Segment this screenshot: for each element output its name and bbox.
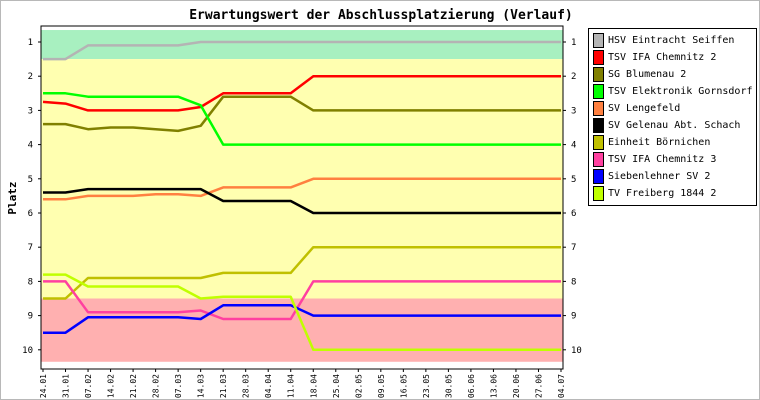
x-tick-label: 31.01 [62,374,71,398]
legend-swatch [593,169,604,184]
legend-item-3: SG Blumenau 2 [589,66,756,83]
y-tick-label-left: 4 [28,141,33,151]
chart-title: Erwartungswert der Abschlussplatzierung … [189,8,573,23]
legend: HSV Eintracht Seiffen TSV IFA Chemnitz 2 S… [588,28,757,206]
legend-swatch [593,84,604,99]
y-tick-label-right: 7 [571,243,576,253]
legend-item-6: SV Gelenau Abt. Schach [589,117,756,134]
x-tick-label: 04.04 [264,374,273,398]
x-ticks: 24.01 31.01 07.02 14.02 21.02 28.02 07.03 14.03… [39,369,566,398]
legend-label: Siebenlehner SV 2 [608,171,711,182]
plot-border [40,25,564,370]
x-tick-label: 07.02 [84,374,93,398]
y-tick-label-right: 10 [571,346,582,356]
legend-label: SV Gelenau Abt. Schach [608,120,741,131]
x-tick-label: 16.05 [399,374,408,398]
x-tick-label: 30.05 [444,374,453,398]
y-tick-label-right: 6 [571,209,576,219]
legend-swatch [593,101,604,116]
legend-label: TSV IFA Chemnitz 2 [608,52,717,63]
legend-swatch [593,118,604,133]
y-tick-label-right: 5 [571,175,576,185]
y-tick-label-left: 6 [28,209,33,219]
x-tick-label: 14.03 [197,374,206,398]
series-line-5 [43,177,561,201]
y-tick-label-right: 4 [571,141,576,151]
legend-item-8: TSV IFA Chemnitz 3 [589,151,756,168]
series-line-6 [43,187,561,215]
y-ticks-left: 1 2 3 4 5 6 7 8 9 10 [22,38,41,356]
x-tick-label: 21.02 [129,374,138,398]
legend-item-4: TSV Elektronik Gornsdorf [589,83,756,100]
legend-item-10: TV Freiberg 1844 2 [589,185,756,202]
y-tick-label-left: 10 [22,346,33,356]
x-tick-label: 21.03 [219,374,228,398]
x-tick-label: 27.06 [534,374,543,398]
x-tick-label: 23.05 [422,374,431,398]
x-tick-label: 06.06 [467,374,476,398]
series-line-10 [43,273,561,352]
x-tick-label: 09.05 [377,374,386,398]
series-line-2 [42,74,561,112]
legend-label: SG Blumenau 2 [608,69,687,80]
legend-item-1: HSV Eintracht Seiffen [589,32,756,49]
y-ticks-right: 1 2 3 4 5 6 7 8 9 10 [563,38,582,356]
legend-swatch [593,33,604,48]
legend-item-5: SV Lengefeld [589,100,756,117]
legend-label: TSV Elektronik Gornsdorf [608,86,753,97]
legend-swatch [593,67,604,82]
y-tick-label-right: 1 [571,38,576,48]
y-tick-label-right: 8 [571,277,576,287]
legend-swatch [593,135,604,150]
x-tick-label: 24.01 [39,374,48,398]
series-line-8 [43,280,561,321]
series-line-3 [43,95,561,133]
x-tick-label: 07.03 [174,374,183,398]
series-line-4 [43,92,561,146]
y-tick-label-right: 2 [571,72,576,82]
y-tick-label-left: 2 [28,72,33,82]
x-tick-label: 02.05 [354,374,363,398]
x-tick-label: 14.02 [107,374,116,398]
legend-label: HSV Eintracht Seiffen [608,35,735,46]
y-tick-label-left: 1 [28,38,33,48]
legend-label: TV Freiberg 1844 2 [608,188,717,199]
x-tick-label: 18.04 [309,374,318,398]
x-tick-label: 13.06 [489,374,498,398]
legend-item-2: TSV IFA Chemnitz 2 [589,49,756,66]
background-band-3 [41,298,563,362]
legend-label: SV Lengefeld [608,103,681,114]
legend-swatch [593,152,604,167]
series-line-1 [43,40,561,61]
y-tick-label-right: 9 [571,312,576,322]
legend-label: TSV IFA Chemnitz 3 [608,154,717,165]
legend-label: Einheit Börnichen [608,137,711,148]
x-tick-label: 11.04 [287,374,296,398]
series-line-7 [43,245,561,300]
y-tick-label-left: 5 [28,175,33,185]
legend-item-9: Siebenlehner SV 2 [589,168,756,185]
x-tick-label: 04.07 [557,374,566,398]
x-tick-label: 25.04 [332,374,341,398]
y-tick-label-left: 9 [28,312,33,322]
x-tick-label: 20.06 [512,374,521,398]
series-lines [42,40,561,352]
legend-swatch [593,50,604,65]
legend-swatch [593,186,604,201]
y-tick-label-left: 8 [28,277,33,287]
x-tick-label: 28.02 [152,374,161,398]
y-axis-label: Platz [6,181,19,214]
series-line-9 [43,304,561,334]
x-tick-label: 28.03 [242,374,251,398]
y-tick-label-left: 3 [28,106,33,116]
legend-item-7: Einheit Börnichen [589,134,756,151]
y-tick-label-left: 7 [28,243,33,253]
y-tick-label-right: 3 [571,106,576,116]
